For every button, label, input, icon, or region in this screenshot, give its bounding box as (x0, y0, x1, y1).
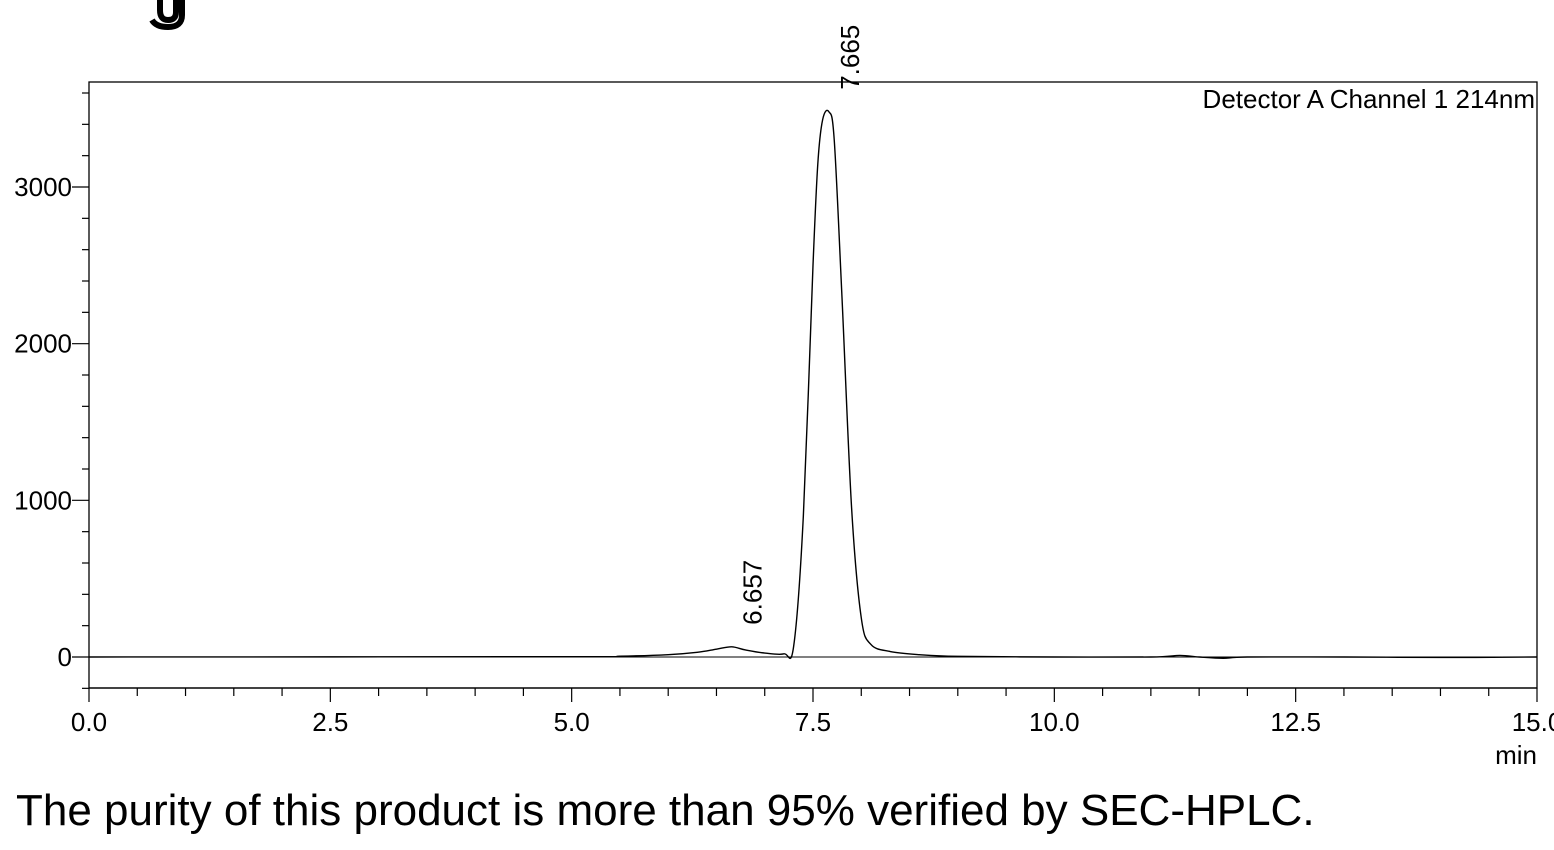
clipped-heading-glyph (149, 0, 185, 31)
clipped-heading-fragment (0, 0, 200, 36)
y-axis-ticks (72, 92, 89, 689)
x-tick-label: 10.0 (1029, 707, 1080, 737)
y-tick-label: 2000 (14, 329, 72, 359)
chromatogram-trace (88, 109, 1538, 659)
x-tick-label: 12.5 (1270, 707, 1321, 737)
y-tick-label: 3000 (14, 172, 72, 202)
x-tick-label: 5.0 (554, 707, 590, 737)
y-axis-tick-labels: 0 1000 2000 3000 (14, 172, 72, 672)
x-tick-label: 0.0 (71, 707, 107, 737)
y-tick-label: 0 (58, 642, 72, 672)
x-tick-label: 2.5 (312, 707, 348, 737)
chromatogram-chart: 0.0 2.5 5.0 7.5 10.0 12.5 15.0 0 1000 2000 3000 6… (14, 25, 1554, 770)
peak-label: 6.657 (738, 560, 768, 625)
detector-label: Detector A Channel 1 214nm (1203, 84, 1535, 114)
x-axis-unit-label: min (1495, 740, 1537, 770)
x-axis-ticks (88, 688, 1538, 702)
x-axis-tick-labels: 0.0 2.5 5.0 7.5 10.0 12.5 15.0 (71, 707, 1554, 737)
plot-frame (88, 81, 1538, 689)
y-tick-label: 1000 (14, 485, 72, 515)
peak-label: 7.665 (835, 25, 865, 90)
x-tick-label: 7.5 (795, 707, 831, 737)
purity-caption: The purity of this product is more than … (16, 786, 1315, 835)
peak-labels: 6.657 7.665 (738, 25, 865, 625)
x-tick-label: 15.0 (1512, 707, 1554, 737)
